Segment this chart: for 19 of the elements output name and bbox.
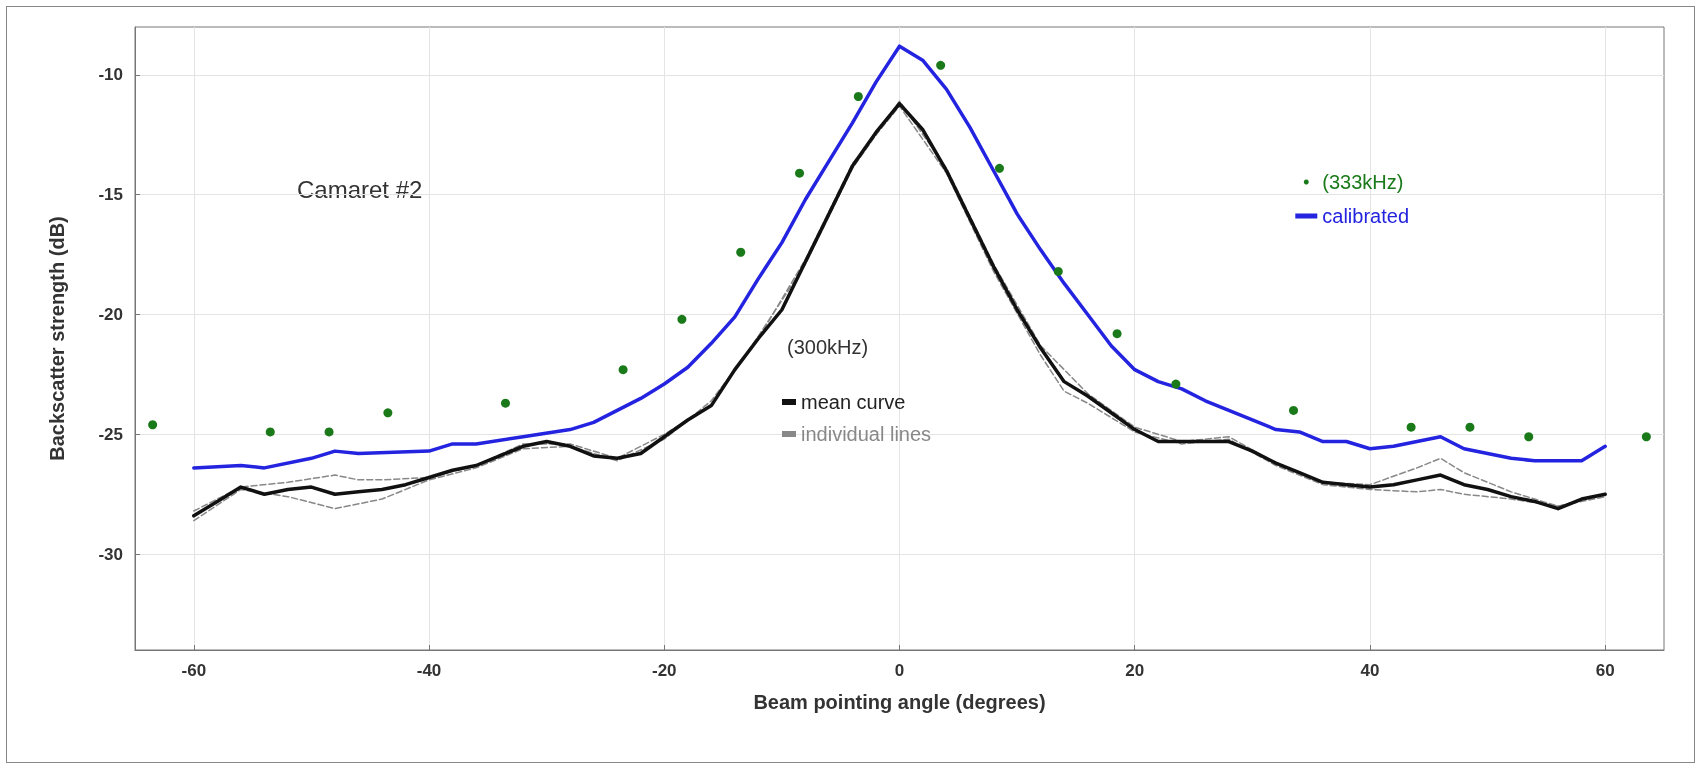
x-tick-label: 60: [1595, 661, 1615, 680]
x-axis-title: Beam pointing angle (degrees): [753, 691, 1046, 713]
y-tick-label: -30: [98, 544, 123, 564]
x-tick-label: 20: [1125, 661, 1145, 680]
y-axis-title: Backscatter strength (dB): [46, 216, 68, 461]
x-tick-label: -60: [181, 661, 207, 680]
x-tick-label: -20: [651, 661, 677, 680]
x-tick-label: -40: [416, 661, 442, 680]
y-tick-label: -10: [98, 65, 123, 85]
legend-title: (300kHz): [787, 336, 869, 358]
text: (333kHz): [1322, 171, 1404, 193]
legend-label: mean curve: [801, 391, 906, 413]
x-tick-label: 40: [1360, 661, 1380, 680]
legend-label: calibrated: [1322, 205, 1409, 227]
y-tick-label: -20: [98, 305, 123, 325]
y-tick-label: -15: [98, 185, 123, 205]
y-tick-label: -25: [98, 424, 123, 444]
x-tick-label: 0: [894, 661, 905, 680]
legend-label: individual lines: [801, 423, 932, 445]
